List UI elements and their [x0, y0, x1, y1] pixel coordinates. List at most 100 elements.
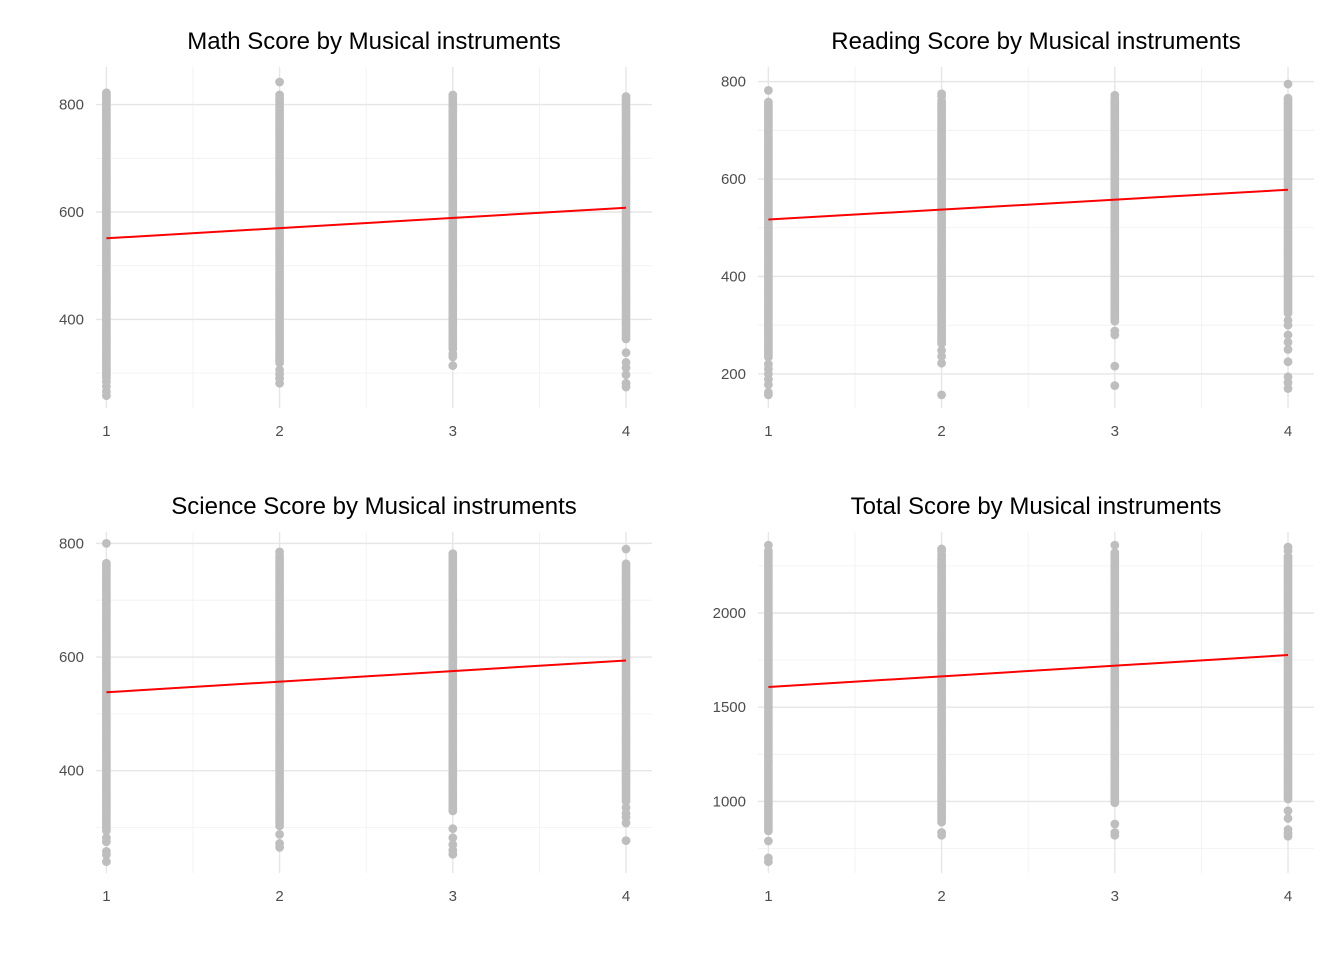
x-tick-label: 1: [764, 423, 772, 440]
data-point: [1110, 828, 1120, 837]
x-tick-label: 2: [937, 423, 945, 440]
regression-line: [768, 188, 1289, 221]
y-tick-label: 800: [721, 74, 746, 91]
data-point: [763, 540, 773, 550]
x-tick-label: 1: [764, 888, 772, 905]
data-point: [1283, 825, 1293, 835]
data-point: [1283, 345, 1293, 354]
data-point: [1283, 357, 1293, 367]
data-point: [1283, 330, 1293, 340]
y-tick-label: 600: [59, 649, 84, 666]
x-tick-label: 3: [1111, 423, 1119, 440]
data-point: [275, 77, 285, 87]
panel-title: Reading Score by Musical instruments: [831, 28, 1241, 55]
data-point: [101, 847, 111, 856]
x-tick-label: 4: [622, 423, 630, 440]
data-point: [448, 806, 458, 816]
y-tick-label: 400: [59, 763, 84, 780]
x-tick-label: 2: [937, 888, 945, 905]
panel-4: 1000 1500 2000 1 2 3 4 Total Score by Musical i…: [713, 493, 1314, 905]
data-point: [1110, 90, 1120, 100]
data-point: [448, 840, 458, 849]
x-tick-label: 4: [1284, 888, 1292, 905]
data-point: [1283, 794, 1293, 804]
data-point: [621, 796, 631, 806]
data-point: [937, 544, 947, 554]
data-point: [937, 828, 947, 837]
data-point: [448, 349, 458, 359]
data-point: [1110, 381, 1120, 390]
data-point: [101, 826, 111, 836]
data-point: [275, 90, 285, 100]
data-point: [101, 833, 111, 843]
data-point: [937, 358, 947, 368]
data-point: [448, 361, 458, 370]
data-point: [448, 90, 458, 100]
data-point: [275, 365, 285, 375]
data-point: [763, 359, 773, 369]
data-point: [937, 817, 947, 827]
data-point: [763, 388, 773, 397]
data-point: [1283, 813, 1293, 823]
regression-line: [106, 659, 627, 694]
data-point: [1110, 798, 1120, 808]
panel-title: Math Score by Musical instruments: [187, 28, 560, 55]
data-point: [275, 358, 285, 368]
data-point: [1283, 315, 1293, 325]
data-point: [1110, 326, 1120, 336]
x-tick-label: 1: [102, 423, 110, 440]
data-point: [275, 829, 285, 839]
panel-1: 400 600 800 1 2 3 4 Math Score by Musical instr…: [59, 28, 652, 440]
data-point: [1283, 337, 1293, 347]
data-point: [763, 826, 773, 836]
data-point: [1110, 540, 1120, 550]
x-tick-label: 1: [102, 888, 110, 905]
y-tick-label: 400: [721, 268, 746, 285]
y-tick-label: 800: [59, 97, 84, 114]
data-point: [763, 85, 773, 95]
x-tick-label: 3: [449, 888, 457, 905]
regression-line: [106, 206, 627, 240]
data-point: [937, 390, 947, 400]
data-point: [1283, 372, 1293, 382]
regression-line: [768, 654, 1289, 689]
y-tick-label: 600: [59, 204, 84, 221]
data-point: [763, 836, 773, 846]
data-point: [101, 377, 111, 387]
y-tick-label: 400: [59, 311, 84, 328]
panel-title: Science Score by Musical instruments: [171, 493, 577, 520]
data-point: [1110, 316, 1120, 326]
data-point: [1283, 308, 1293, 318]
panel-3: 400 600 800 1 2 3 4 Science Score by Musical in…: [59, 493, 652, 905]
data-point: [448, 824, 458, 834]
data-point: [1110, 819, 1120, 829]
data-point: [101, 538, 111, 548]
x-tick-label: 4: [622, 888, 630, 905]
data-point: [937, 89, 947, 99]
data-point: [275, 821, 285, 831]
y-tick-label: 1500: [713, 699, 746, 716]
data-point: [621, 836, 631, 846]
y-tick-label: 800: [59, 535, 84, 552]
panel-title: Total Score by Musical instruments: [851, 493, 1222, 520]
data-point: [275, 547, 285, 557]
data-point: [937, 339, 947, 348]
data-point: [621, 357, 631, 367]
data-point: [621, 544, 631, 554]
x-tick-label: 2: [275, 423, 283, 440]
data-point: [763, 352, 773, 362]
y-tick-label: 2000: [713, 605, 746, 622]
data-point: [101, 88, 111, 98]
data-point: [275, 839, 285, 848]
data-point: [621, 334, 631, 344]
data-point: [621, 370, 631, 380]
data-point: [621, 803, 631, 813]
data-point: [1283, 79, 1293, 89]
data-point: [937, 346, 947, 355]
data-point: [1110, 361, 1120, 371]
data-point: [448, 549, 458, 558]
data-point: [1283, 542, 1293, 552]
y-tick-label: 1000: [713, 793, 746, 810]
data-point: [621, 348, 631, 358]
